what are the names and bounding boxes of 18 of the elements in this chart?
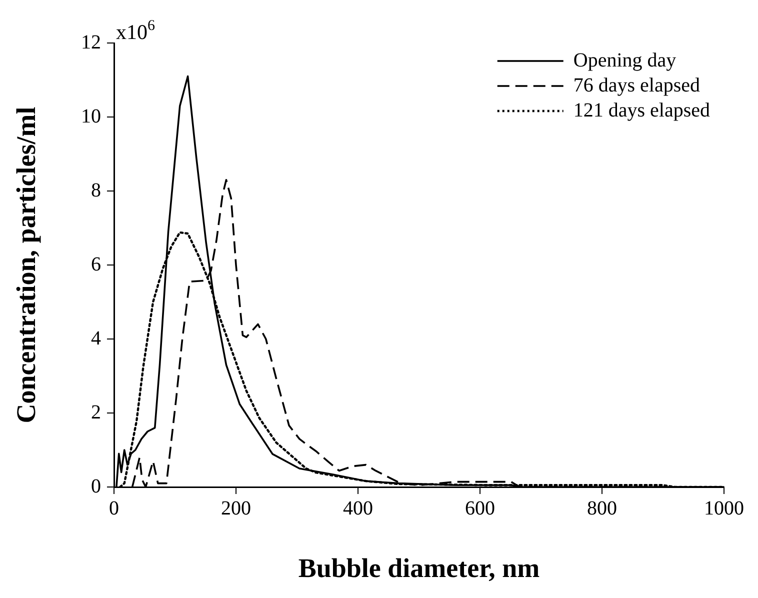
y-tick-label: 12	[81, 31, 101, 54]
y-tick-label: 2	[91, 401, 101, 424]
legend-label: 121 days elapsed	[573, 99, 710, 122]
legend-label: 76 days elapsed	[573, 74, 700, 96]
x-axis-title: Bubble diameter, nm	[298, 552, 540, 583]
x-tick-label: 400	[343, 497, 373, 520]
y-tick-label: 4	[91, 327, 101, 350]
legend-label: Opening day	[573, 49, 676, 72]
y-tick-label: 0	[91, 475, 101, 498]
x-tick-label: 600	[465, 497, 495, 520]
y-tick-label: 6	[91, 253, 101, 276]
y-axis-title: Concentration, particles/ml	[11, 106, 42, 424]
x-tick-label: 0	[109, 497, 119, 520]
x-tick-label: 200	[221, 497, 251, 520]
x-tick-label: 1000	[704, 497, 744, 520]
x-tick-label: 800	[587, 497, 617, 520]
y-tick-label: 10	[81, 105, 101, 128]
y-tick-label: 8	[91, 179, 101, 202]
